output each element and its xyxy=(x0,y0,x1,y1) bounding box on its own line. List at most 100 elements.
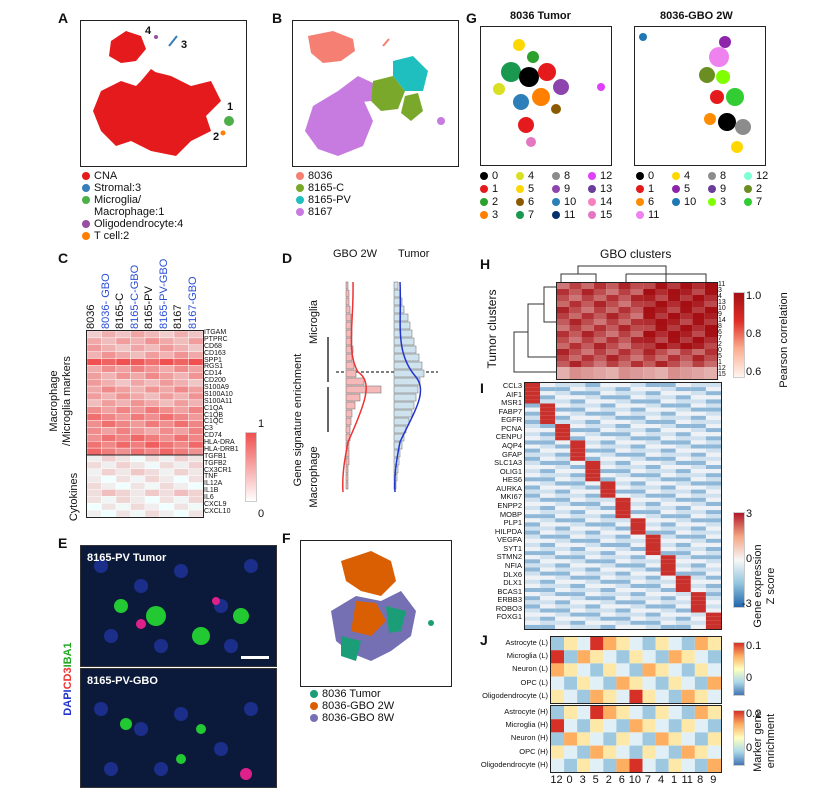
heatmap-cell xyxy=(570,624,586,629)
heatmap-cell xyxy=(705,419,721,424)
heatmap-cell xyxy=(660,485,676,490)
heatmap-cell xyxy=(618,367,631,373)
heatmap-cell xyxy=(606,373,619,379)
heatmap-cell xyxy=(680,319,693,325)
heatmap-cell xyxy=(618,355,631,361)
heatmap-cell xyxy=(615,571,631,576)
gene-label: VEGFA xyxy=(496,535,522,545)
heatmap-cell xyxy=(606,313,619,319)
heatmap-cell xyxy=(585,567,601,572)
heatmap-cell xyxy=(555,624,571,629)
heatmap-cell xyxy=(585,588,601,593)
heatmap-cell xyxy=(540,428,556,433)
heatmap-cell xyxy=(555,514,571,519)
heatmap-cell xyxy=(570,506,586,511)
heatmap-cell xyxy=(555,506,571,511)
heatmap-cell xyxy=(581,337,594,343)
heatmap-cell xyxy=(668,650,682,664)
heatmap-cell xyxy=(675,600,691,605)
heatmap-cell xyxy=(144,330,160,339)
heatmap-cell xyxy=(130,509,146,518)
stain-dapi: DAPI xyxy=(62,689,74,716)
heatmap-cell xyxy=(668,637,682,651)
heatmap-cell xyxy=(159,509,175,518)
heatmap-cell xyxy=(645,575,661,580)
heatmap-cell xyxy=(660,477,676,482)
panel-c-column-labels: 8036 8036- GBO 8165-C 8165-C-GBO 8165-PV 8165… xyxy=(85,259,202,335)
heatmap-cell xyxy=(570,526,586,531)
heatmap-cell xyxy=(144,447,160,456)
gene-label: HILPDA xyxy=(494,526,522,536)
heatmap-cell xyxy=(629,706,643,720)
heatmap-cell xyxy=(600,563,616,568)
legend-label: 8165-C xyxy=(308,182,345,194)
heatmap-cell xyxy=(705,608,721,613)
heatmap-cell xyxy=(660,575,676,580)
heatmap-cell xyxy=(675,604,691,609)
heatmap-cell xyxy=(555,456,571,461)
heatmap-cell xyxy=(540,596,556,601)
heatmap-cell xyxy=(615,588,631,593)
heatmap-cell xyxy=(86,365,102,373)
heatmap-cell xyxy=(690,444,706,449)
hist-bar xyxy=(393,337,415,346)
heatmap-cell xyxy=(159,330,175,339)
heatmap-cell xyxy=(585,551,601,556)
heatmap-cell xyxy=(694,637,708,651)
heatmap-cell xyxy=(606,331,619,337)
heatmap-cell xyxy=(555,575,571,580)
gene-label: ERBB3 xyxy=(497,595,522,605)
heatmap-cell xyxy=(615,526,631,531)
heatmap-cell xyxy=(681,637,695,651)
row-label: CD74 xyxy=(204,432,222,440)
heatmap-cell xyxy=(555,620,571,625)
heatmap-cell xyxy=(692,289,705,295)
heatmap-cell xyxy=(540,411,556,416)
heatmap-cell xyxy=(173,392,189,401)
legend-item: 9 xyxy=(708,183,744,195)
gene-label: MOBP xyxy=(499,509,522,519)
hist-bar xyxy=(345,409,353,418)
gene-label: PLP1 xyxy=(503,518,522,528)
heatmap-cell xyxy=(540,415,556,420)
heatmap-cell xyxy=(630,436,646,441)
heatmap-cell xyxy=(570,555,586,560)
heatmap-cell xyxy=(144,441,160,449)
heatmap-cell xyxy=(585,571,601,576)
heatmap-cell xyxy=(660,456,676,461)
heatmap-cell xyxy=(615,477,631,482)
heatmap-cell xyxy=(705,542,721,547)
heatmap-cell xyxy=(86,406,102,414)
heatmap-cell xyxy=(618,301,631,307)
heatmap-cell xyxy=(642,676,656,690)
heatmap-cell xyxy=(630,387,646,392)
hist-bar xyxy=(393,441,403,450)
heatmap-cell xyxy=(630,526,646,531)
heatmap-cell xyxy=(557,295,570,301)
row-label: CXCL9 xyxy=(204,500,227,508)
legend-label: 2 xyxy=(492,196,499,208)
heatmap-cell xyxy=(555,522,571,527)
heatmap-cell xyxy=(585,407,601,412)
heatmap-cell xyxy=(645,620,661,625)
hist-bar xyxy=(393,433,405,442)
heatmap-cell xyxy=(681,689,695,703)
heatmap-cell xyxy=(660,493,676,498)
heatmap-cell xyxy=(681,758,695,772)
heatmap-cell xyxy=(690,567,706,572)
column-label: 8165-PV-GBO xyxy=(157,258,170,329)
heatmap-cell xyxy=(564,758,578,772)
x-label: 2 xyxy=(605,774,612,786)
heatmap-cell xyxy=(690,588,706,593)
heatmap-cell xyxy=(540,616,556,621)
legend-item: 10 xyxy=(552,196,588,208)
legend-item: 7 xyxy=(744,196,780,208)
heatmap-cell xyxy=(585,485,601,490)
heatmap-cell xyxy=(616,637,630,651)
heatmap-cell xyxy=(101,406,117,414)
heatmap-cell xyxy=(645,477,661,482)
heatmap-cell xyxy=(130,420,146,428)
heatmap-cell xyxy=(675,497,691,502)
heatmap-cell xyxy=(557,349,570,355)
heatmap-cell xyxy=(585,473,601,478)
